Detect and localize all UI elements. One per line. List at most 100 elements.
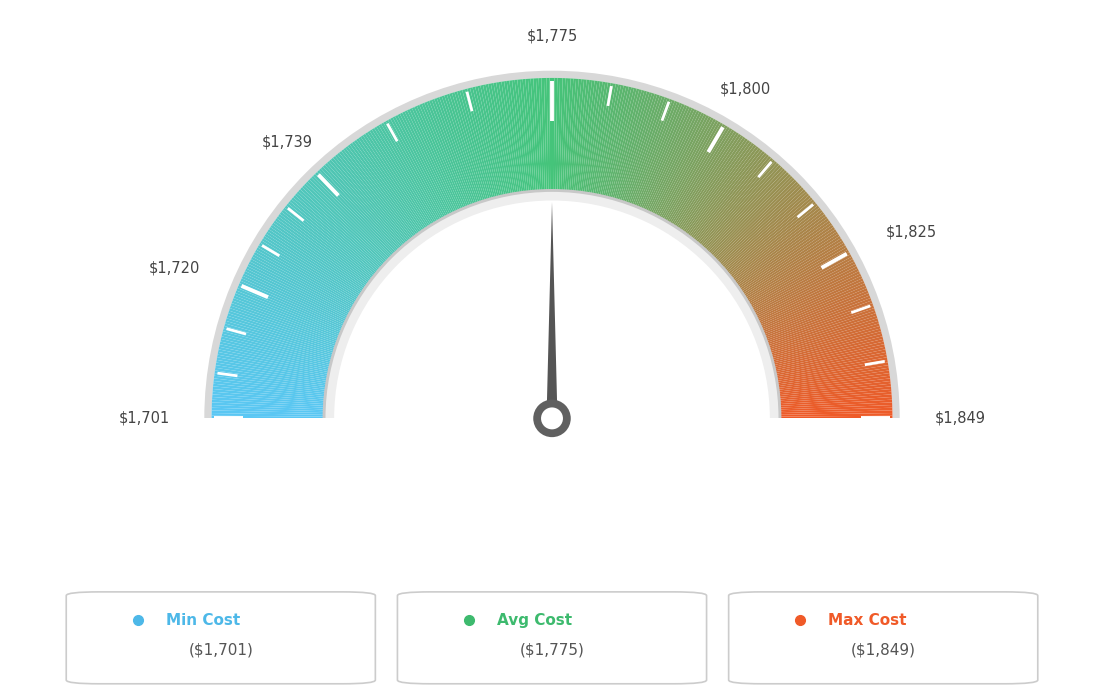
Wedge shape	[417, 105, 465, 212]
Wedge shape	[463, 89, 495, 201]
Wedge shape	[715, 184, 800, 264]
Wedge shape	[212, 397, 328, 406]
Bar	[204, 418, 900, 635]
Wedge shape	[215, 365, 330, 385]
Wedge shape	[488, 83, 511, 197]
Text: $1,800: $1,800	[720, 81, 771, 96]
Wedge shape	[546, 78, 550, 193]
Wedge shape	[370, 130, 433, 228]
Wedge shape	[651, 112, 704, 217]
Wedge shape	[520, 79, 532, 195]
Wedge shape	[776, 389, 891, 401]
Wedge shape	[327, 193, 777, 418]
Wedge shape	[566, 79, 576, 194]
Wedge shape	[282, 210, 374, 282]
Wedge shape	[704, 168, 785, 255]
Wedge shape	[234, 293, 342, 337]
Text: $1,825: $1,825	[885, 224, 937, 239]
Wedge shape	[764, 303, 873, 344]
Wedge shape	[213, 386, 328, 399]
FancyBboxPatch shape	[66, 592, 375, 684]
Wedge shape	[248, 262, 352, 316]
Wedge shape	[213, 389, 328, 401]
Wedge shape	[665, 124, 725, 225]
Wedge shape	[777, 408, 892, 413]
Wedge shape	[452, 92, 488, 204]
Wedge shape	[212, 392, 328, 402]
Wedge shape	[689, 148, 761, 241]
Wedge shape	[728, 206, 819, 279]
Wedge shape	[697, 158, 773, 247]
Wedge shape	[432, 99, 474, 208]
Wedge shape	[740, 229, 837, 295]
Wedge shape	[297, 191, 384, 270]
Wedge shape	[775, 373, 890, 390]
Wedge shape	[424, 102, 469, 210]
Wedge shape	[388, 119, 445, 221]
Wedge shape	[314, 174, 395, 258]
Wedge shape	[224, 326, 336, 359]
Wedge shape	[670, 128, 732, 228]
Wedge shape	[729, 208, 821, 280]
Wedge shape	[726, 204, 818, 277]
Wedge shape	[426, 101, 470, 209]
Wedge shape	[376, 126, 437, 226]
Wedge shape	[283, 208, 375, 280]
Wedge shape	[346, 146, 417, 239]
Wedge shape	[696, 156, 771, 246]
Wedge shape	[222, 331, 335, 362]
Wedge shape	[725, 201, 816, 276]
Wedge shape	[541, 78, 546, 193]
Wedge shape	[772, 344, 885, 371]
Wedge shape	[680, 138, 747, 234]
Wedge shape	[350, 143, 420, 237]
Wedge shape	[754, 268, 859, 321]
Wedge shape	[698, 159, 775, 248]
Wedge shape	[742, 236, 841, 299]
Wedge shape	[628, 98, 670, 207]
Wedge shape	[700, 161, 777, 250]
Wedge shape	[257, 245, 359, 306]
Wedge shape	[594, 84, 618, 197]
Wedge shape	[459, 90, 492, 201]
Wedge shape	[561, 78, 569, 194]
Wedge shape	[776, 386, 891, 399]
Text: $1,720: $1,720	[149, 261, 200, 276]
Wedge shape	[712, 179, 796, 262]
Wedge shape	[656, 116, 711, 219]
Wedge shape	[776, 395, 892, 404]
Wedge shape	[496, 82, 517, 197]
Wedge shape	[397, 114, 452, 218]
Wedge shape	[439, 97, 479, 206]
Wedge shape	[233, 298, 341, 340]
Wedge shape	[720, 191, 807, 270]
Wedge shape	[753, 264, 857, 318]
Wedge shape	[240, 281, 347, 329]
Wedge shape	[766, 316, 878, 352]
Wedge shape	[683, 141, 752, 236]
Wedge shape	[768, 326, 880, 359]
Wedge shape	[298, 189, 385, 268]
Wedge shape	[773, 355, 887, 378]
Wedge shape	[422, 103, 467, 210]
Wedge shape	[480, 85, 507, 198]
Text: $1,701: $1,701	[118, 411, 170, 426]
Wedge shape	[533, 78, 541, 194]
Wedge shape	[231, 303, 340, 344]
Wedge shape	[567, 79, 578, 194]
Wedge shape	[225, 321, 337, 355]
Wedge shape	[259, 243, 359, 304]
Wedge shape	[276, 216, 371, 286]
Wedge shape	[261, 241, 360, 302]
Wedge shape	[668, 127, 730, 226]
Wedge shape	[253, 255, 354, 311]
Wedge shape	[486, 84, 510, 197]
Wedge shape	[304, 184, 389, 264]
Wedge shape	[776, 384, 891, 397]
Wedge shape	[766, 313, 877, 351]
Wedge shape	[733, 216, 828, 286]
Wedge shape	[270, 225, 367, 292]
Polygon shape	[546, 202, 558, 407]
Wedge shape	[219, 347, 332, 373]
Wedge shape	[354, 140, 423, 235]
